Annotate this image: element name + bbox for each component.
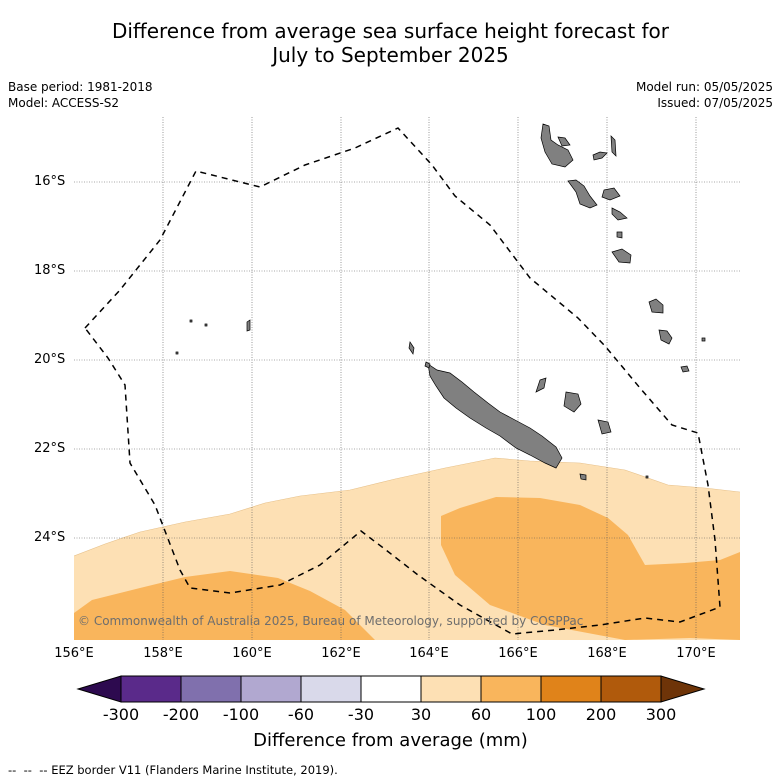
lon-label: 160°E — [232, 646, 272, 661]
gridlines — [74, 117, 740, 640]
colorbar-cell — [600, 675, 662, 703]
colorbar-cell — [240, 675, 302, 703]
loyalty-island — [535, 377, 547, 393]
model-name: Model: ACCESS-S2 — [8, 96, 120, 110]
dashed-line-icon: -- -- — [8, 763, 40, 777]
lat-label: 22°S — [34, 441, 66, 456]
land-masses — [175, 123, 706, 481]
vanuatu-island — [610, 135, 617, 157]
colorbar-tick: -300 — [102, 705, 140, 724]
lon-label: 168°E — [587, 646, 627, 661]
vanuatu-island — [557, 136, 571, 147]
colorbar-min-arrow — [76, 675, 122, 703]
colorbar-tick: 200 — [585, 705, 617, 724]
lon-label: 156°E — [54, 646, 94, 661]
vanuatu-island — [658, 329, 673, 345]
colorbar — [76, 675, 706, 703]
colorbar-tick: 100 — [525, 705, 557, 724]
vanuatu-island — [611, 248, 632, 264]
model-run: Model run: 05/05/2025 — [635, 80, 773, 94]
title-line-1: Difference from average sea surface heig… — [111, 19, 670, 43]
colorbar-tick: -200 — [162, 705, 200, 724]
colorbar-cell — [360, 675, 422, 703]
new-caledonia-island — [427, 363, 563, 469]
colorbar-tick: 30 — [410, 705, 432, 724]
colorbar-tick: 300 — [645, 705, 677, 724]
colorbar-cell — [120, 675, 182, 703]
lat-label: 16°S — [34, 174, 66, 189]
loyalty-island — [563, 391, 582, 413]
lat-label: 18°S — [34, 263, 66, 278]
lat-label: 20°S — [34, 352, 66, 367]
colorbar-cell — [540, 675, 602, 703]
contour-60-100-west — [74, 571, 375, 640]
colorbar-tick: -60 — [287, 705, 315, 724]
meta-right: Model run: 05/05/2025 Issued: 07/05/2025 — [636, 79, 773, 111]
eez-legend-text: -- EEZ border V11 (Flanders Marine Insti… — [39, 763, 338, 777]
chart-title: Difference from average sea surface heig… — [0, 19, 781, 67]
lon-label: 170°E — [676, 646, 716, 661]
vanuatu-island — [601, 187, 621, 201]
map-plot-area — [74, 117, 740, 640]
lon-label: 162°E — [321, 646, 361, 661]
loyalty-island — [597, 419, 612, 435]
vanuatu-island — [540, 123, 574, 168]
colorbar-tick: 60 — [470, 705, 492, 724]
lon-label: 158°E — [143, 646, 183, 661]
eez-border — [84, 127, 721, 635]
base-period: Base period: 1981-2018 — [8, 80, 153, 94]
contour-60-100-east — [441, 497, 740, 640]
vanuatu-island — [567, 179, 598, 209]
colorbar-tick: -30 — [347, 705, 375, 724]
lat-label: 24°S — [34, 530, 66, 545]
copyright-notice: © Commonwealth of Australia 2025, Bureau… — [78, 614, 584, 628]
colorbar-max-arrow — [660, 675, 706, 703]
colorbar-cell — [300, 675, 362, 703]
meta-left: Base period: 1981-2018 Model: ACCESS-S2 — [8, 79, 153, 111]
vanuatu-island — [592, 151, 608, 161]
title-line-2: July to September 2025 — [272, 43, 509, 67]
eez-legend: -- -- -- EEZ border V11 (Flanders Marine… — [8, 763, 338, 777]
lon-label: 164°E — [409, 646, 449, 661]
vanuatu-island — [611, 207, 628, 221]
colorbar-tick: -100 — [222, 705, 260, 724]
colorbar-cell — [420, 675, 482, 703]
colorbar-label: Difference from average (mm) — [253, 730, 528, 751]
lon-label: 166°E — [498, 646, 538, 661]
contour-outline-30 — [74, 457, 740, 557]
colorbar-cell — [480, 675, 542, 703]
vanuatu-island — [648, 298, 664, 314]
issued-date: Issued: 07/05/2025 — [657, 96, 773, 110]
colorbar-cell — [180, 675, 242, 703]
